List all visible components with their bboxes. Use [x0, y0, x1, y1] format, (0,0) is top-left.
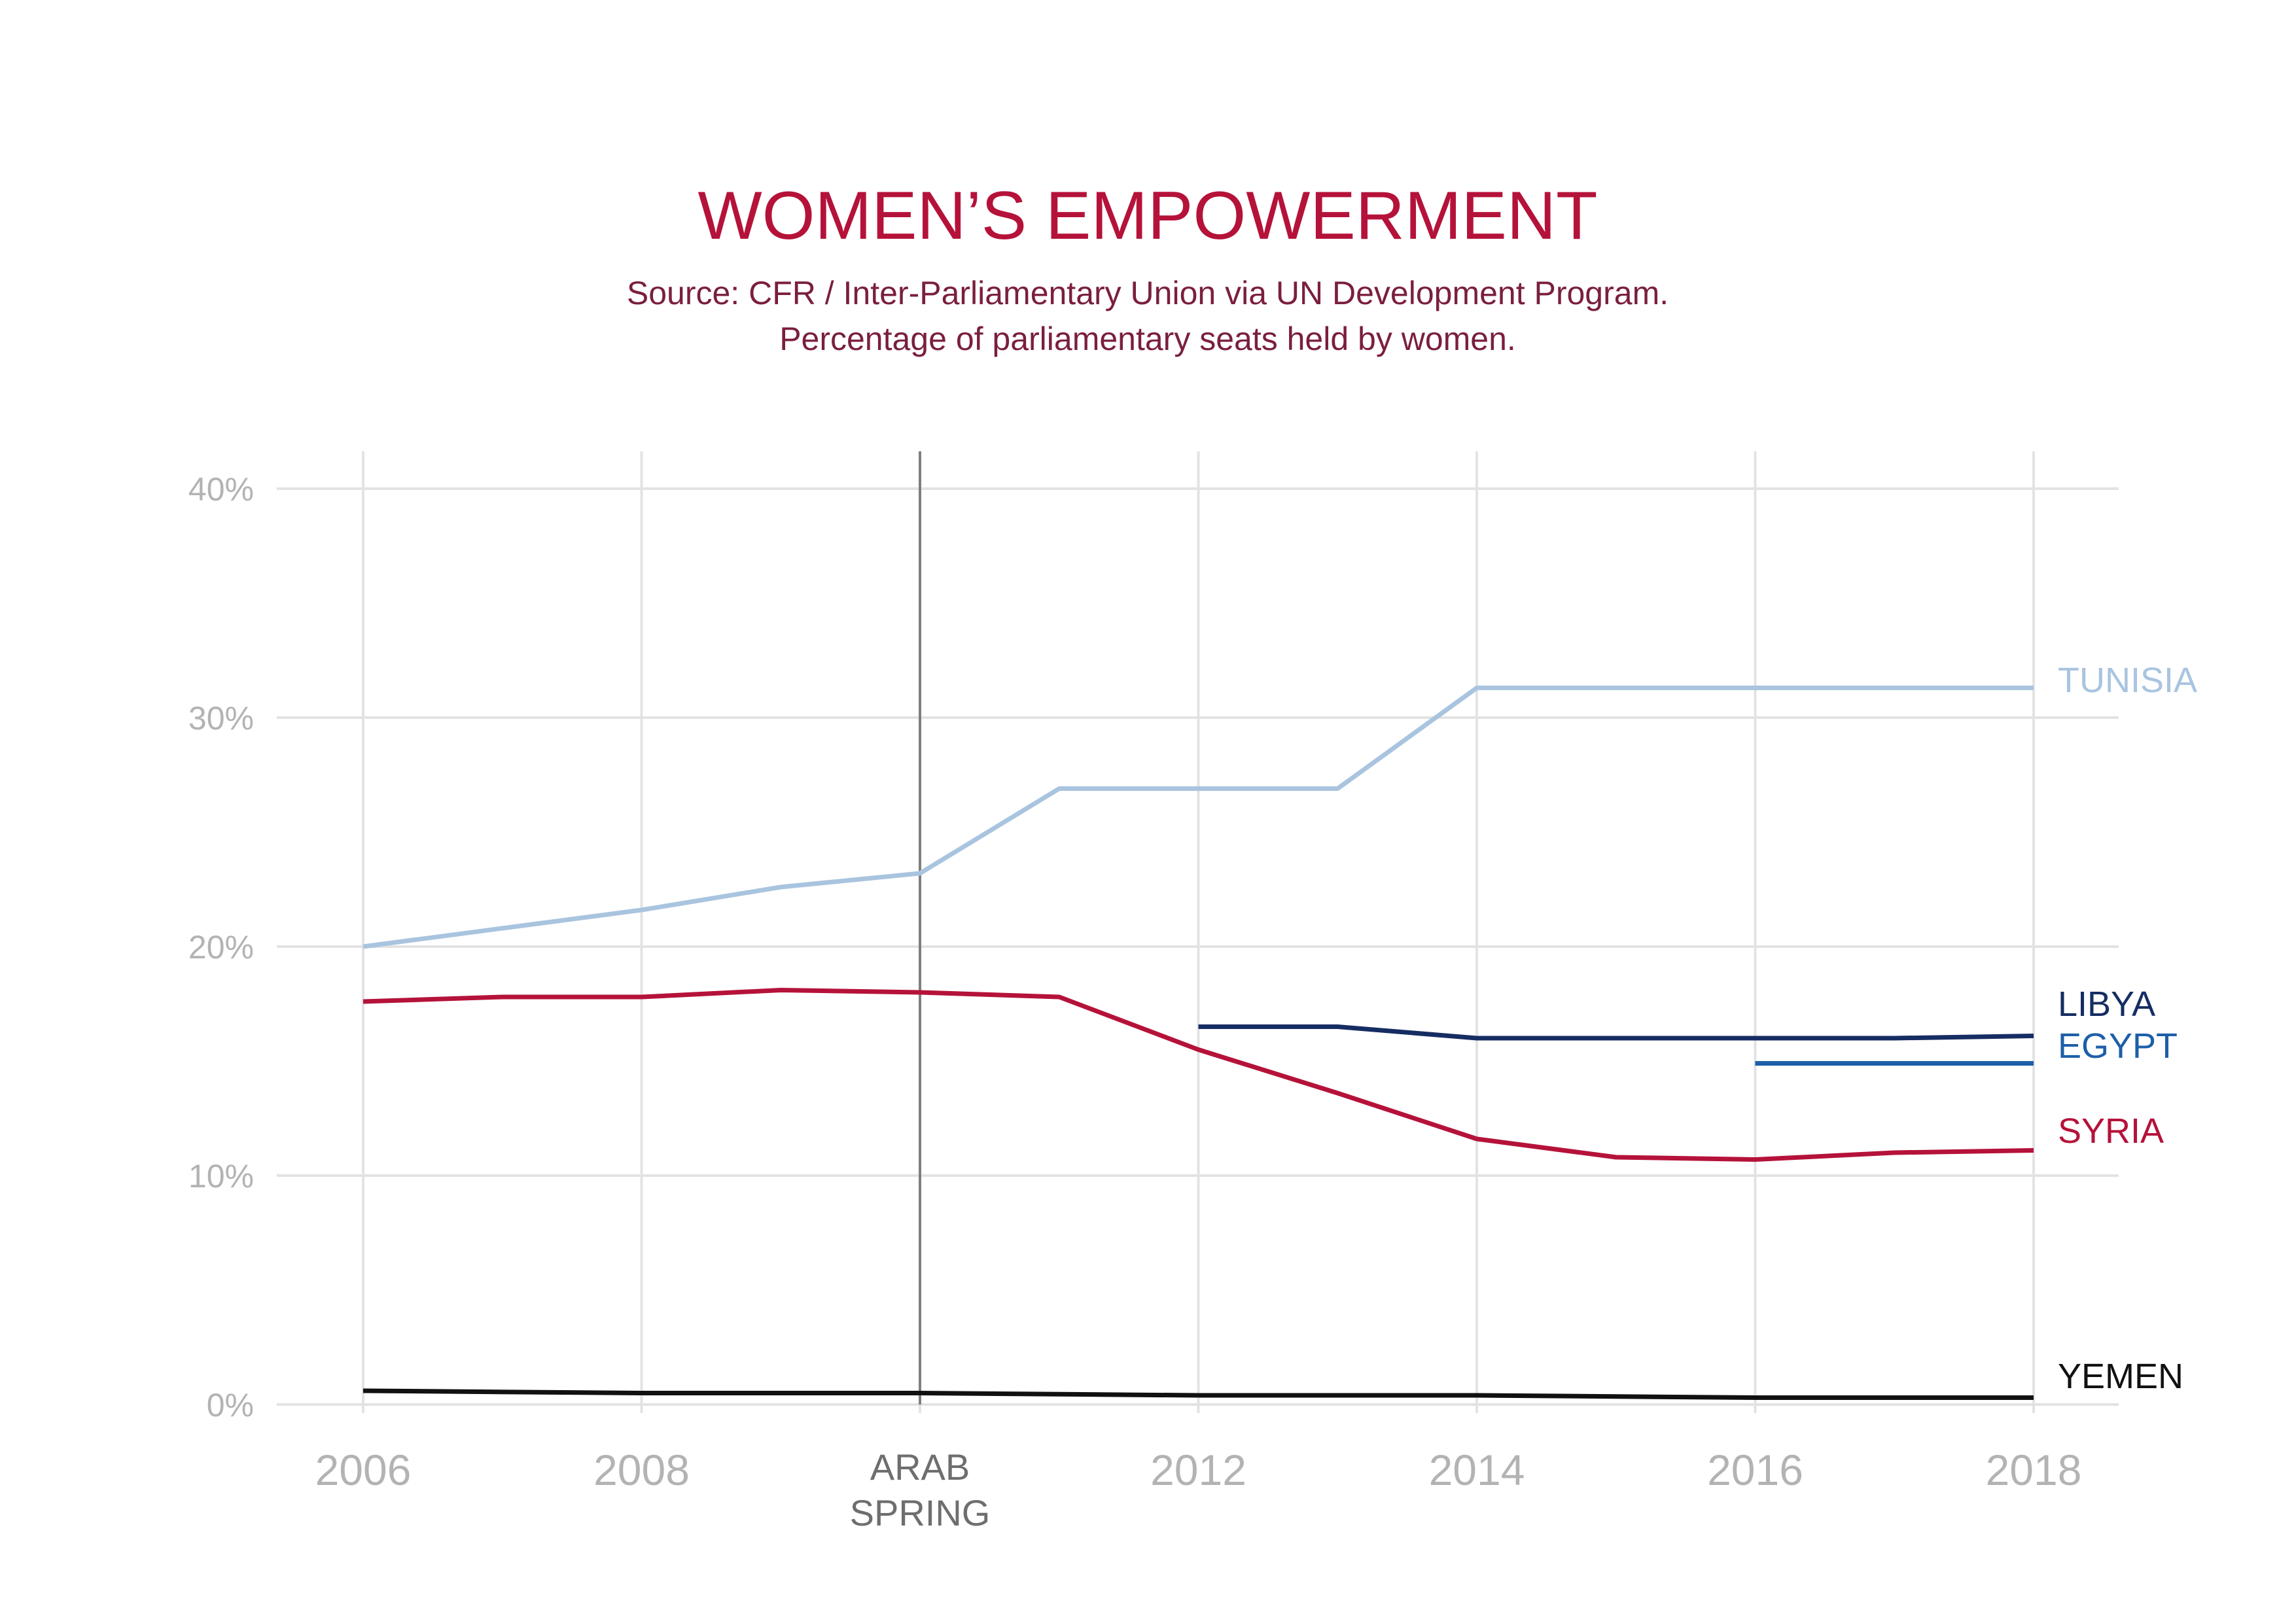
series-lines — [362, 686, 2034, 1400]
series-label-yemen: YEMEN — [2058, 1357, 2183, 1396]
series-label-tunisia: TUNISIA — [2058, 661, 2197, 700]
chart-subtitle-line-1: Source: CFR / Inter-Parliamentary Union … — [627, 275, 1669, 311]
series-label-syria: SYRIA — [2058, 1111, 2164, 1151]
series-line-tunisia — [362, 686, 2034, 949]
annotation-label: SPRING — [850, 1492, 991, 1533]
y-tick-label: 10% — [188, 1158, 254, 1195]
series-line-syria — [362, 988, 2034, 1162]
chart-title: WOMEN’S EMPOWERMENT — [698, 178, 1597, 254]
series-line-yemen — [362, 1388, 2034, 1400]
series-label-egypt: EGYPT — [2058, 1026, 2178, 1066]
y-tick-label: 40% — [188, 471, 254, 508]
x-tick-label: 2006 — [315, 1446, 412, 1494]
axis-tick-labels: 0% 10% 20% 30% 40% 2006 2008 2012 2014 2016 2018 — [188, 471, 2081, 1494]
x-tick-label: 2018 — [1986, 1446, 2082, 1494]
y-tick-label: 30% — [188, 700, 254, 737]
annotation-label: ARAB — [870, 1446, 970, 1488]
chart-subtitle-line-2: Percentage of parliamentary seats held b… — [779, 321, 1516, 357]
x-tick-label: 2016 — [1707, 1446, 1803, 1494]
y-tick-label: 20% — [188, 929, 254, 966]
x-tick-label: 2008 — [593, 1446, 690, 1494]
x-tick-label: 2012 — [1150, 1446, 1246, 1494]
y-tick-label: 0% — [207, 1387, 254, 1423]
series-line-libya — [1198, 1024, 2034, 1041]
series-label-libya: LIBYA — [2058, 985, 2155, 1024]
x-tick-label: 2014 — [1429, 1446, 1525, 1494]
